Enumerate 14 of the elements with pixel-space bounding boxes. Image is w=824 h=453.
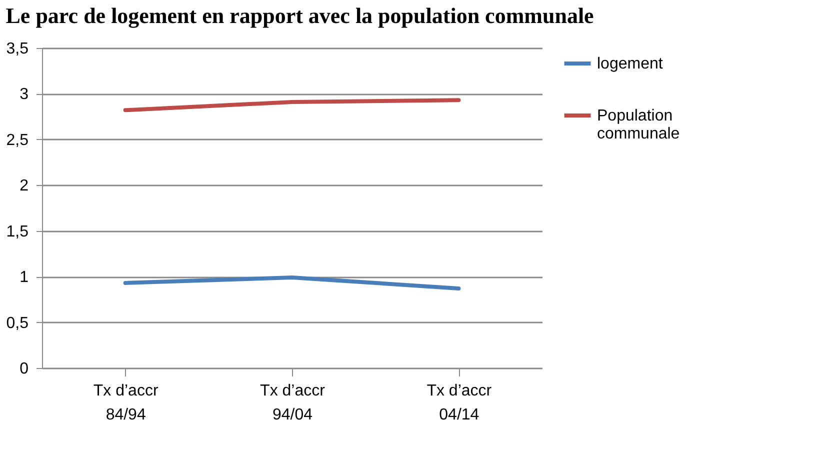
y-tick-label: 0,5	[6, 314, 29, 332]
x-tick-label: Tx d’accr 84/94	[93, 382, 159, 424]
legend-label: Population communale	[597, 108, 680, 142]
legend-label: logement	[597, 56, 664, 72]
x-tick-label: Tx d’accr 94/04	[260, 382, 326, 424]
y-tick-label: 0	[20, 360, 29, 378]
chart-title: Le parc de logement en rapport avec la population communale	[6, 3, 594, 28]
y-tick-label: 2,5	[6, 132, 29, 149]
y-tick-label: 3,5	[6, 40, 29, 58]
x-tick-label: Tx d’accr 04/14	[426, 382, 492, 424]
y-tick-label: 2	[20, 178, 29, 195]
y-tick-label: 3	[20, 86, 29, 104]
y-tick-label: 1,5	[6, 223, 29, 240]
y-tick-label: 1	[20, 269, 29, 286]
